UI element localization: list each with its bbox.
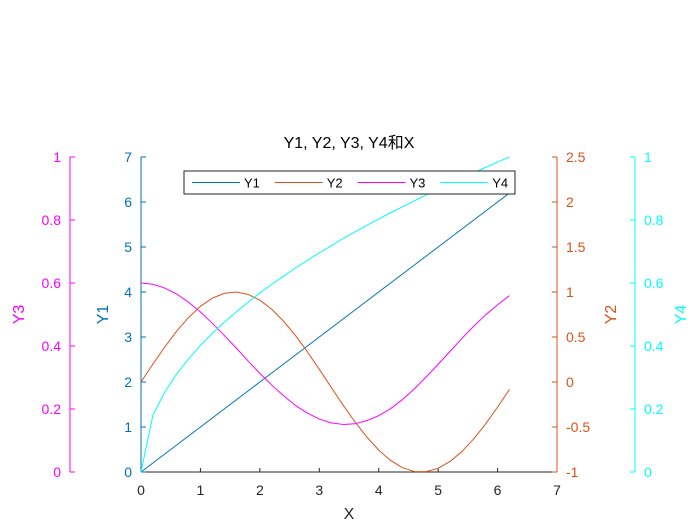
y3-tick-label: 0 [53, 464, 61, 480]
y3-tick-label: 0.8 [42, 212, 62, 228]
y2-tick-label: -0.5 [566, 419, 590, 435]
y4-tick-label: 0.8 [644, 212, 664, 228]
series-line-y3 [140, 282, 510, 425]
y3-tick-label: 0.2 [42, 401, 62, 417]
y3-tick-label: 0.6 [42, 275, 62, 291]
y3-axis: 0 0.2 0.4 0.6 0.8 1 Y3 [11, 149, 75, 480]
series-line-y1 [140, 192, 510, 473]
y1-tick-label: 0 [124, 464, 132, 480]
y4-tick-label: 0.4 [644, 338, 664, 354]
y1-axis-label: Y1 [95, 305, 112, 325]
y2-tick-label: 0 [566, 374, 574, 390]
y4-axis-label: Y4 [673, 305, 690, 325]
x-tick-label: 6 [494, 482, 502, 498]
chart-title: Y1, Y2, Y3, Y4和X [284, 134, 415, 152]
y2-tick-label: -1 [566, 464, 579, 480]
y1-tick-label: 1 [124, 419, 132, 435]
x-tick-label: 2 [256, 482, 264, 498]
y4-axis: 0 0.2 0.4 0.6 0.8 1 Y4 [630, 149, 690, 480]
y1-tick-label: 7 [124, 149, 132, 165]
y3-axis-label: Y3 [11, 305, 28, 325]
x-axis-label: X [344, 506, 355, 523]
y1-tick-label: 6 [124, 194, 132, 210]
y4-tick-label: 0.6 [644, 275, 664, 291]
y2-tick-label: 1 [566, 284, 574, 300]
y2-tick-label: 2.5 [566, 149, 586, 165]
legend-label-y1: Y1 [244, 176, 260, 191]
y2-tick-label: 0.5 [566, 329, 586, 345]
x-tick-label: 4 [375, 482, 383, 498]
x-tick-label: 0 [137, 482, 145, 498]
x-tick-label: 1 [197, 482, 205, 498]
y1-tick-label: 3 [124, 329, 132, 345]
y4-tick-label: 0 [644, 464, 652, 480]
y4-tick-label: 1 [644, 149, 652, 165]
y3-tick-label: 0.4 [42, 338, 62, 354]
legend-label-y4: Y4 [492, 176, 508, 191]
y4-tick-label: 0.2 [644, 401, 664, 417]
y1-tick-label: 4 [124, 284, 132, 300]
y2-axis: -1 -0.5 0 0.5 1 1.5 2 2.5 Y2 [552, 149, 620, 480]
y2-tick-label: 1.5 [566, 239, 586, 255]
legend-label-y3: Y3 [410, 176, 426, 191]
series-line-y2 [140, 291, 510, 473]
y2-axis-label: Y2 [603, 305, 620, 325]
series-line-y4 [140, 156, 510, 473]
x-tick-label: 7 [553, 482, 561, 498]
y1-tick-label: 5 [124, 239, 132, 255]
x-tick-label: 3 [315, 482, 323, 498]
legend-label-y2: Y2 [327, 176, 343, 191]
y3-tick-label: 1 [53, 149, 61, 165]
y1-axis: 0 1 2 3 4 5 6 7 Y1 [95, 149, 146, 480]
x-tick-label: 5 [434, 482, 442, 498]
y1-tick-label: 2 [124, 374, 132, 390]
legend: Y1 Y2 Y3 Y4 [183, 170, 516, 195]
x-axis: 0 1 2 3 4 5 6 7 X [137, 468, 561, 523]
y2-tick-label: 2 [566, 194, 574, 210]
legend-box [183, 170, 516, 195]
